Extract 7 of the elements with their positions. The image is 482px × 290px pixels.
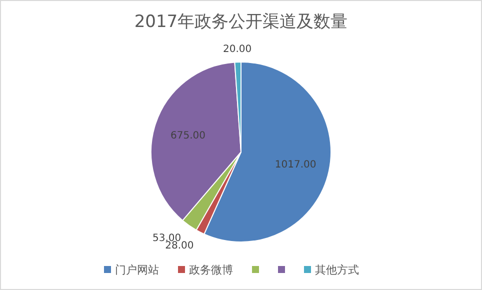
legend-label: 其他方式	[315, 264, 359, 276]
data-label: 20.00	[223, 44, 252, 56]
chart-title: 2017年政务公开渠道及数量	[134, 12, 348, 32]
data-label: 1017.00	[274, 160, 316, 171]
legend-label: 政务微博	[189, 264, 233, 276]
data-label: 675.00	[170, 130, 206, 142]
legend-label: 门户网站	[115, 264, 159, 276]
